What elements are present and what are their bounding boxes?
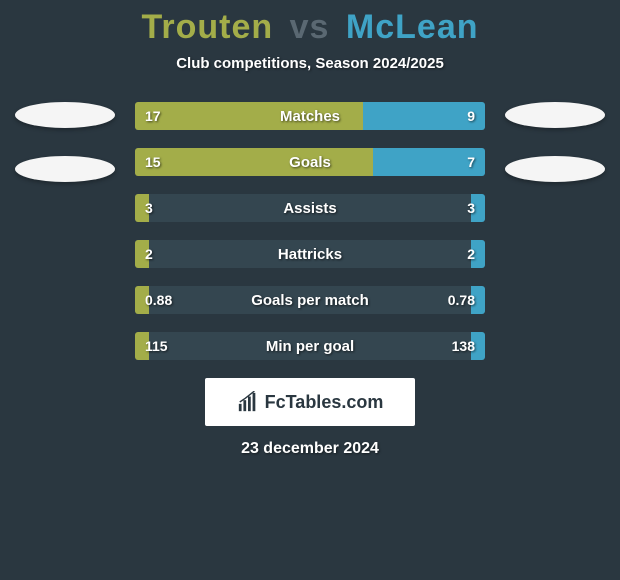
stat-label: Matches xyxy=(135,102,485,130)
player2-name: McLean xyxy=(346,8,479,46)
page-title: Trouten vs McLean xyxy=(0,8,620,47)
fctables-icon xyxy=(237,391,259,413)
stat-value-right: 0.78 xyxy=(448,286,475,314)
infographic-date: 23 december 2024 xyxy=(0,440,620,458)
stat-row: Matches17 9 xyxy=(135,102,485,130)
avatar-column-right xyxy=(500,102,610,210)
vs-separator: vs xyxy=(290,8,330,46)
stat-bars: Matches17 9 Goals15 7 Assists3 3 Hattricks2 2 Go… xyxy=(135,102,485,360)
stat-value-left: 17 xyxy=(145,102,161,130)
stat-value-left: 15 xyxy=(145,148,161,176)
player1-club-avatar xyxy=(15,156,115,182)
stat-value-right: 138 xyxy=(452,332,475,360)
stat-row: Hattricks2 2 xyxy=(135,240,485,268)
stat-row: Goals15 7 xyxy=(135,148,485,176)
stat-value-right: 3 xyxy=(467,194,475,222)
stat-value-right: 2 xyxy=(467,240,475,268)
logo-text: FcTables.com xyxy=(265,392,384,413)
stat-value-left: 2 xyxy=(145,240,153,268)
stat-value-left: 3 xyxy=(145,194,153,222)
stat-label: Goals xyxy=(135,148,485,176)
stat-value-left: 115 xyxy=(145,332,168,360)
comparison-infographic: Trouten vs McLean Club competitions, Sea… xyxy=(0,0,620,458)
player1-avatar xyxy=(15,102,115,128)
stat-row: Min per goal115 138 xyxy=(135,332,485,360)
stat-label: Assists xyxy=(135,194,485,222)
stat-value-right: 9 xyxy=(467,102,475,130)
avatar-column-left xyxy=(10,102,120,210)
stat-label: Goals per match xyxy=(135,286,485,314)
player2-club-avatar xyxy=(505,156,605,182)
source-logo: FcTables.com xyxy=(205,378,415,426)
player1-name: Trouten xyxy=(142,8,274,46)
stats-area: Matches17 9 Goals15 7 Assists3 3 Hattricks2 2 Go… xyxy=(0,102,620,360)
stat-label: Hattricks xyxy=(135,240,485,268)
stat-value-right: 7 xyxy=(467,148,475,176)
subtitle: Club competitions, Season 2024/2025 xyxy=(0,55,620,72)
player2-avatar xyxy=(505,102,605,128)
stat-row: Assists3 3 xyxy=(135,194,485,222)
stat-row: Goals per match0.88 0.78 xyxy=(135,286,485,314)
stat-value-left: 0.88 xyxy=(145,286,172,314)
stat-label: Min per goal xyxy=(135,332,485,360)
